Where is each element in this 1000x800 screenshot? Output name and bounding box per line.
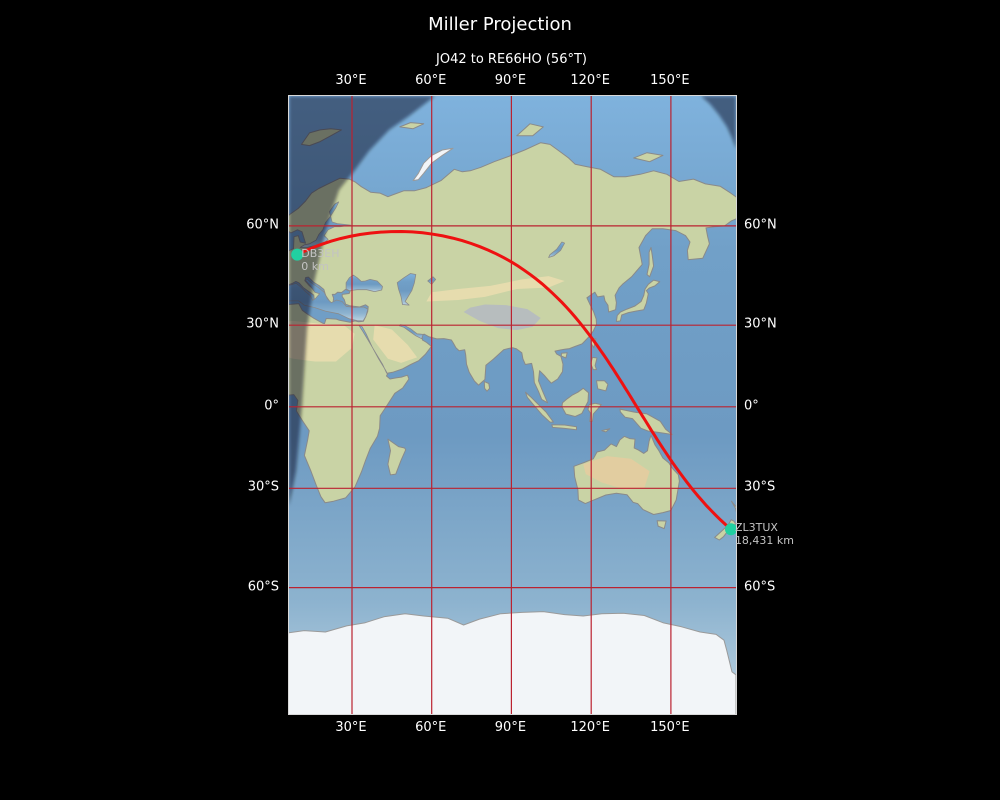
landmass-sri-lanka bbox=[483, 381, 491, 392]
lon-tick-label-top: 60°E bbox=[415, 73, 447, 88]
lat-tick-label-left: 60°N bbox=[246, 217, 279, 233]
landmass-tasmania bbox=[656, 520, 667, 530]
night-shade-1 bbox=[701, 96, 736, 149]
lon-tick-label-bottom: 60°E bbox=[415, 720, 447, 735]
great-circle-path bbox=[295, 229, 733, 531]
map-canvas bbox=[288, 95, 737, 715]
landmass-mindanao bbox=[596, 380, 609, 392]
start-marker-label: DB3EH 0 km bbox=[301, 247, 339, 273]
callsign-label: ZL3TUX bbox=[734, 521, 778, 535]
landmass-borneo bbox=[561, 387, 589, 417]
landmass-luzon bbox=[590, 356, 598, 371]
lat-tick-label-right: 60°N bbox=[744, 217, 777, 233]
landmass-novaya-zemlya bbox=[412, 147, 454, 182]
lon-tick-label-top: 150°E bbox=[650, 73, 690, 88]
lat-tick-label-right: 30°S bbox=[744, 479, 776, 495]
landmass-madagascar bbox=[387, 438, 407, 476]
lat-tick-label-right: 0° bbox=[744, 398, 759, 414]
distance-label: 18,431 km bbox=[734, 534, 795, 548]
lon-tick-label-top: 90°E bbox=[494, 73, 527, 88]
landmass-severnaya-zemlya bbox=[516, 123, 544, 137]
landmass-red-sea bbox=[358, 325, 389, 375]
landmass-new-siberian-islands bbox=[633, 152, 664, 163]
landmass-central-asia-steppe bbox=[426, 276, 565, 302]
distance-label: 0 km bbox=[301, 259, 329, 273]
landmass-tibet-plateau bbox=[463, 304, 541, 331]
callsign-label: DB3EH bbox=[301, 246, 340, 260]
lat-tick-label-left: 0° bbox=[264, 398, 279, 414]
landmass-arabia-desert bbox=[373, 325, 418, 363]
landmass-japan bbox=[615, 279, 661, 322]
landmass-caspian-sea bbox=[396, 273, 417, 306]
landmass-nz-north-island bbox=[731, 500, 736, 513]
landmass-timor bbox=[601, 428, 611, 433]
figure-title: Miller Projection bbox=[428, 14, 572, 35]
lat-tick-label-right: 60°S bbox=[744, 579, 776, 595]
end-marker bbox=[725, 523, 736, 536]
lon-tick-label-bottom: 30°E bbox=[335, 720, 367, 735]
start-marker bbox=[291, 248, 304, 261]
lon-tick-label-bottom: 120°E bbox=[570, 720, 610, 735]
lon-tick-label-top: 30°E bbox=[335, 73, 367, 88]
figure-subtitle: JO42 to RE66HO (56°T) bbox=[436, 52, 587, 67]
night-shade-0 bbox=[289, 96, 435, 506]
lon-tick-label-bottom: 150°E bbox=[650, 720, 690, 735]
lat-tick-label-left: 30°N bbox=[246, 316, 279, 332]
lat-tick-label-left: 60°S bbox=[247, 579, 279, 595]
landmass-franz-josef-land bbox=[399, 122, 425, 130]
lon-tick-label-bottom: 90°E bbox=[494, 720, 527, 735]
landmass-antarctica bbox=[289, 611, 736, 714]
landmass-hainan bbox=[560, 352, 568, 359]
lon-tick-label-top: 120°E bbox=[570, 73, 610, 88]
landmass-lake-baikal bbox=[548, 241, 566, 258]
landmass-black-sea bbox=[345, 274, 383, 293]
landmass-java bbox=[551, 424, 577, 431]
lat-tick-label-left: 30°S bbox=[247, 479, 279, 495]
landmass-sakhalin bbox=[646, 247, 655, 278]
landmass-australia-outback bbox=[583, 456, 650, 490]
end-marker-label: ZL3TUX 18,431 km bbox=[735, 521, 794, 547]
lat-tick-label-right: 30°N bbox=[744, 316, 777, 332]
